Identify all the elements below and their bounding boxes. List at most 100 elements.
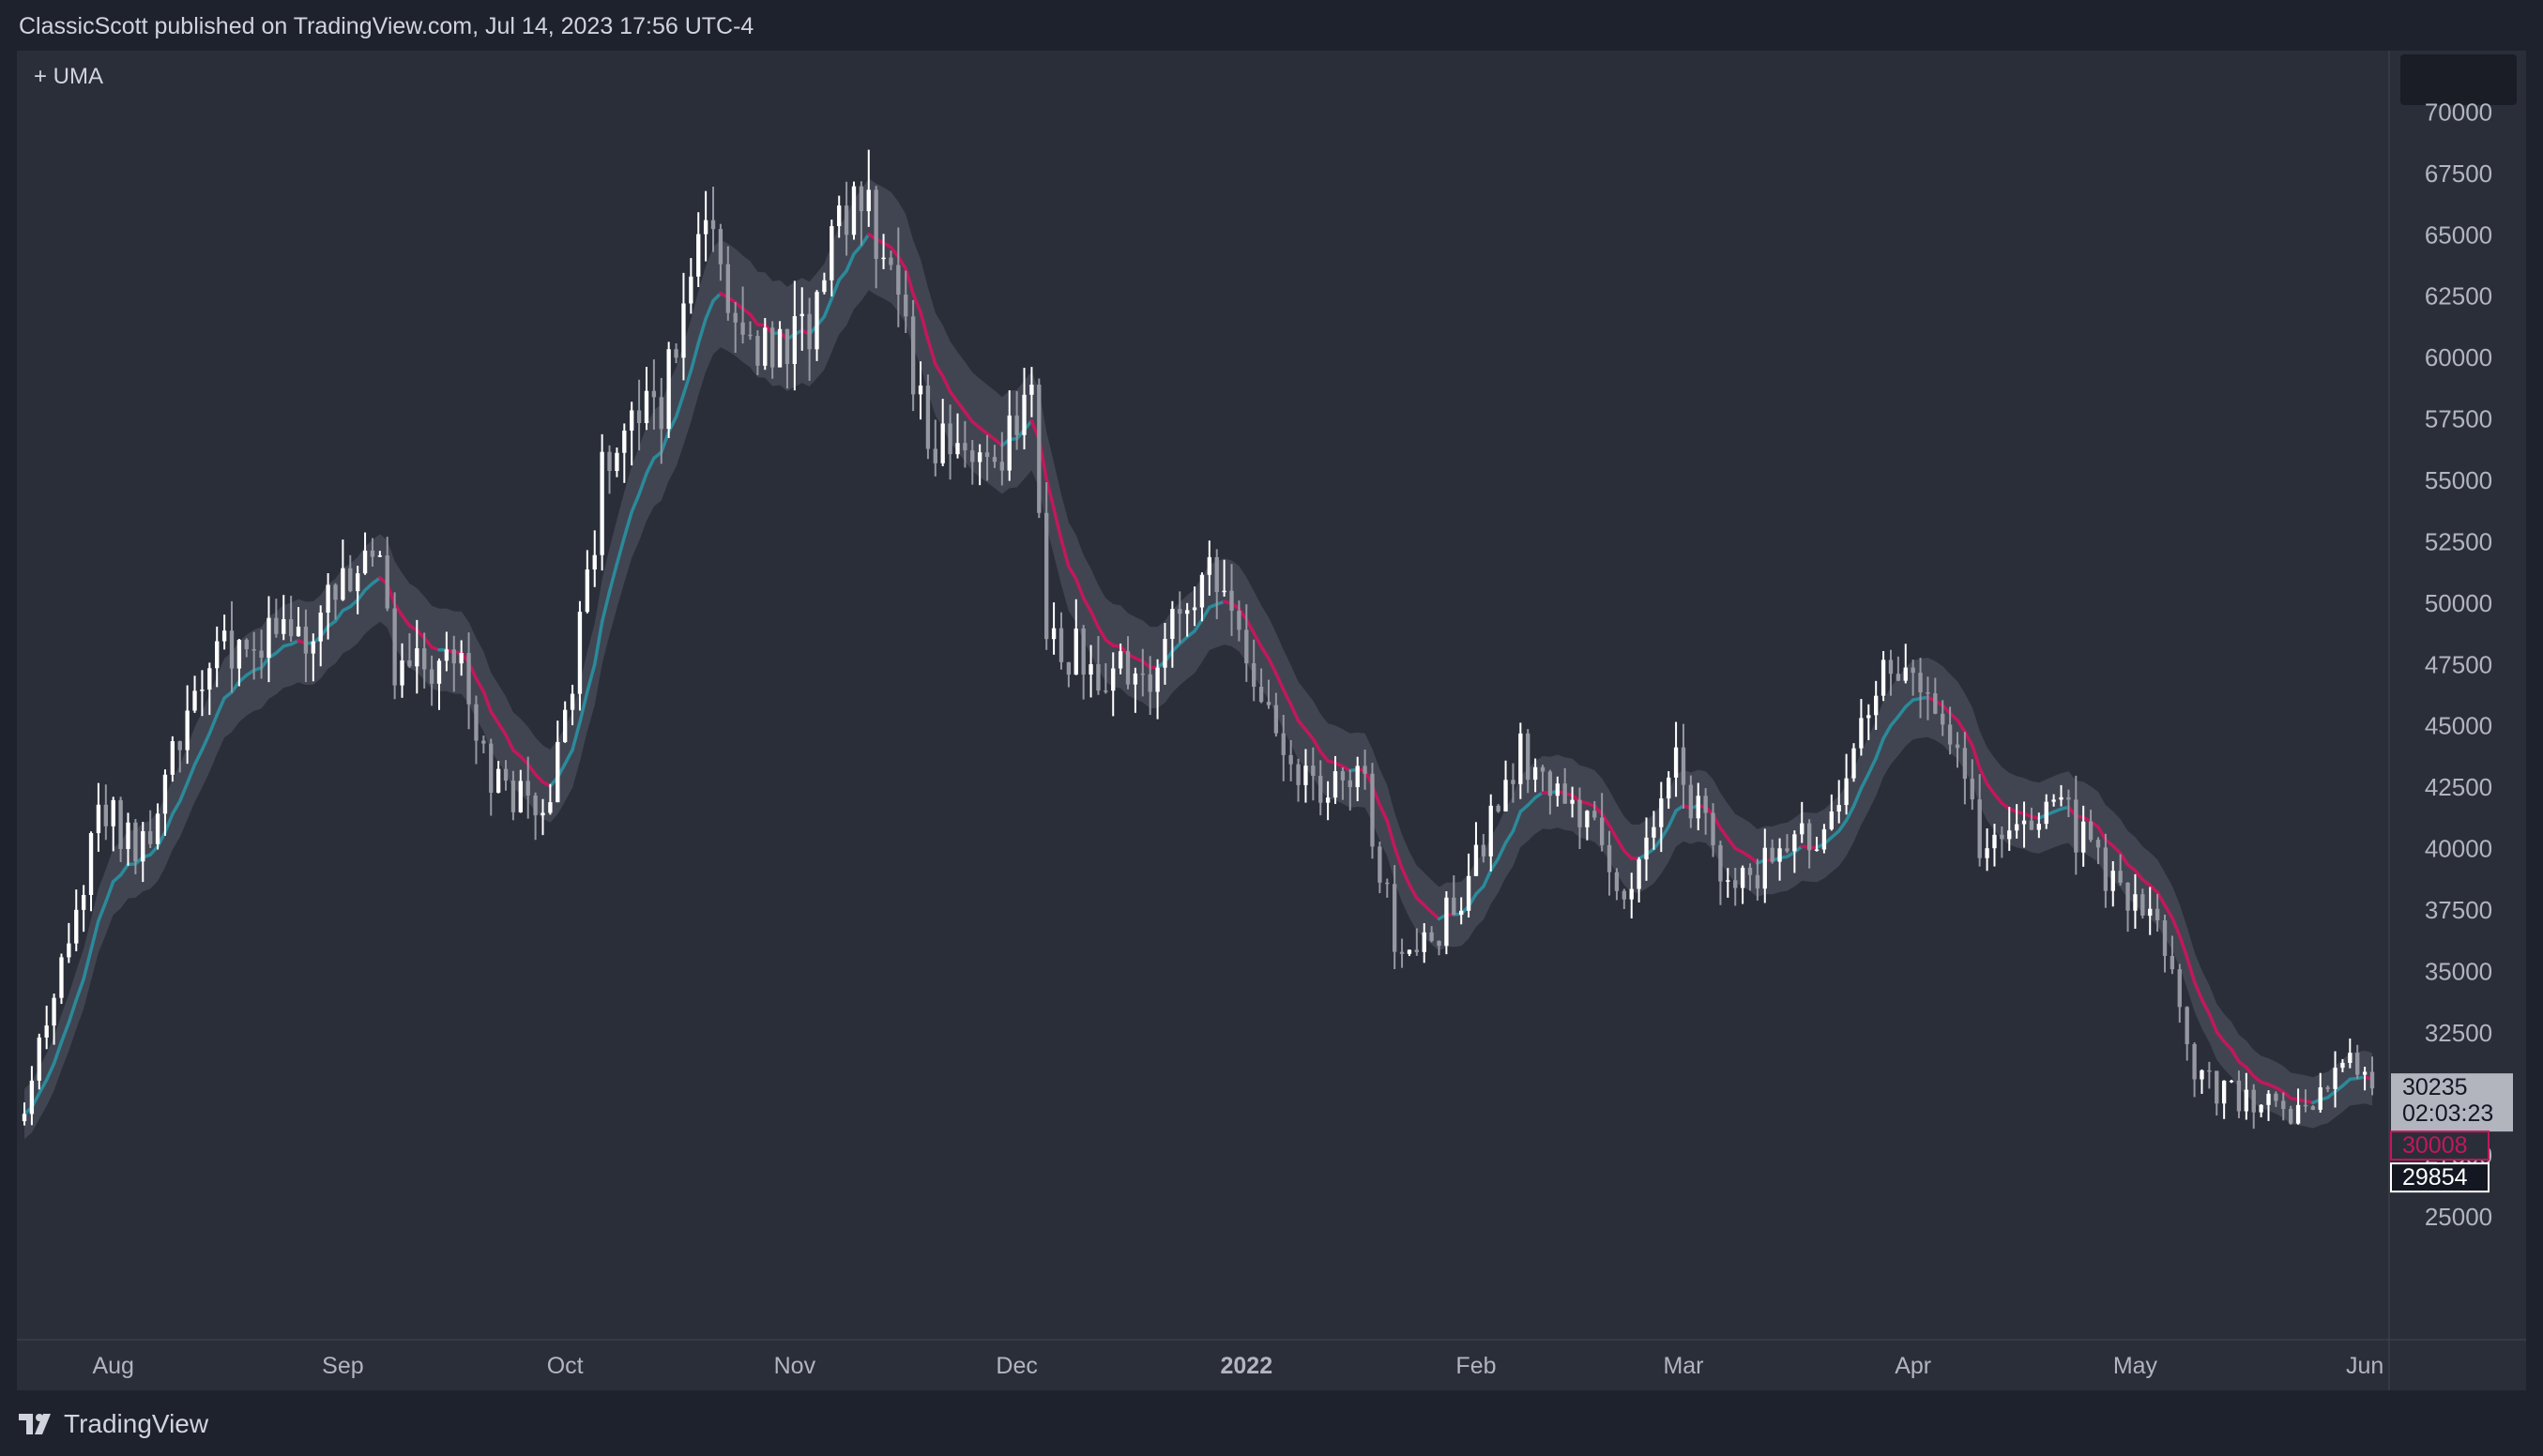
candle-body <box>2295 1104 2301 1124</box>
candle-body <box>303 626 309 654</box>
uma-segment <box>2178 933 2189 960</box>
uma-segment <box>1474 885 1485 896</box>
uma-segment <box>1977 766 1989 786</box>
candle-body <box>577 612 583 694</box>
uma-segment <box>1659 825 1670 841</box>
candle-body <box>1933 693 1938 714</box>
last-price-tag <box>2391 1073 2513 1132</box>
candlestick-chart[interactable]: 2500027500300003250035000375004000042500… <box>17 51 2526 1390</box>
candle-body <box>630 410 634 431</box>
candle-body <box>2281 1100 2286 1110</box>
candle-body <box>1733 880 1738 888</box>
candle-body <box>533 795 538 816</box>
candle-body <box>807 313 812 350</box>
y-tick-label: 57500 <box>2425 405 2492 433</box>
candle-body <box>1926 691 1930 694</box>
candle-body <box>525 781 530 796</box>
y-tick-label: 45000 <box>2425 712 2492 740</box>
candle-body <box>733 312 738 323</box>
candle-body <box>1392 884 1397 952</box>
candle-body <box>451 649 456 664</box>
uma-segment <box>696 317 708 345</box>
candle-body <box>2355 1053 2360 1075</box>
uma-segment <box>1200 605 1211 622</box>
uma-segment <box>89 918 100 952</box>
tradingview-brand[interactable]: TradingView <box>19 1409 208 1439</box>
bottom-bar: TradingView <box>0 1390 2543 1456</box>
candle-body <box>1874 695 1879 716</box>
candle-body <box>185 710 190 751</box>
candle-body <box>622 430 627 453</box>
uma-segment <box>822 296 834 319</box>
indicator-legend[interactable]: + UMA <box>34 64 104 89</box>
uma-segment <box>934 362 945 378</box>
candle-body <box>2251 1089 2256 1113</box>
uma-segment <box>563 748 574 766</box>
candle-body <box>1281 733 1286 755</box>
candle-body <box>1037 384 1042 513</box>
candle-body <box>1977 799 1982 858</box>
uma-segment <box>578 690 589 724</box>
chart-pane[interactable]: 2500027500300003250035000375004000042500… <box>17 51 2526 1390</box>
uma-segment <box>400 614 412 628</box>
candle-body <box>2074 799 2079 853</box>
candle-body <box>1667 777 1671 799</box>
uma-segment <box>1592 804 1604 816</box>
uma-segment <box>1904 698 1915 709</box>
x-tick-label: 2022 <box>1220 1353 1272 1379</box>
uma-segment <box>1378 803 1390 823</box>
candle-body <box>1155 667 1160 692</box>
candle-body <box>162 774 168 814</box>
y-tick-label: 52500 <box>2425 527 2492 555</box>
uma-segment <box>955 400 967 414</box>
countdown-label: 02:03:23 <box>2402 1100 2493 1127</box>
uma-segment <box>1971 743 1982 770</box>
candle-body <box>1378 846 1382 883</box>
uma-segment <box>630 492 641 514</box>
candle-body <box>1407 949 1412 954</box>
candle-body <box>510 781 516 812</box>
candle-body <box>274 617 279 634</box>
candle-body <box>1592 811 1597 818</box>
candle-body <box>1577 799 1582 827</box>
candle-body <box>1140 673 1145 675</box>
uma-segment <box>904 266 915 296</box>
candle-body <box>970 449 975 463</box>
candle-body <box>118 799 123 849</box>
candle-body <box>607 451 612 472</box>
uma-segment <box>2096 825 2108 842</box>
candle-body <box>2155 908 2160 921</box>
candle-body <box>2162 920 2168 956</box>
candle-body <box>2125 882 2130 911</box>
uma-segment <box>2230 1047 2241 1064</box>
uma-segment <box>1482 868 1493 888</box>
candle-body <box>141 831 145 862</box>
candle-body <box>311 641 315 654</box>
candle-body <box>940 423 945 463</box>
uma-segment <box>637 471 648 496</box>
candle-body <box>799 313 804 317</box>
uma-segment <box>704 298 715 321</box>
candle-body <box>466 652 471 705</box>
candle-body <box>1318 775 1323 803</box>
candle-body <box>1866 715 1871 719</box>
candle-body <box>2059 796 2063 800</box>
candle-body <box>1488 805 1493 857</box>
candle-body <box>1466 875 1471 911</box>
candle-body <box>356 573 360 592</box>
candle-body <box>392 608 397 686</box>
candle-body <box>1125 651 1131 685</box>
candle-body <box>1089 664 1093 675</box>
candle-body <box>1629 888 1634 900</box>
candle-body <box>2340 1063 2345 1069</box>
candle-body <box>1570 799 1575 804</box>
candle-body <box>666 349 671 430</box>
candle-body <box>1192 607 1197 611</box>
uma-segment <box>681 369 693 396</box>
uma-segment <box>1652 837 1664 851</box>
candle-body <box>1007 415 1012 471</box>
candle-body <box>1355 766 1360 788</box>
candle-body <box>2318 1087 2322 1110</box>
candle-body <box>748 334 753 337</box>
uma-segment <box>118 862 130 877</box>
